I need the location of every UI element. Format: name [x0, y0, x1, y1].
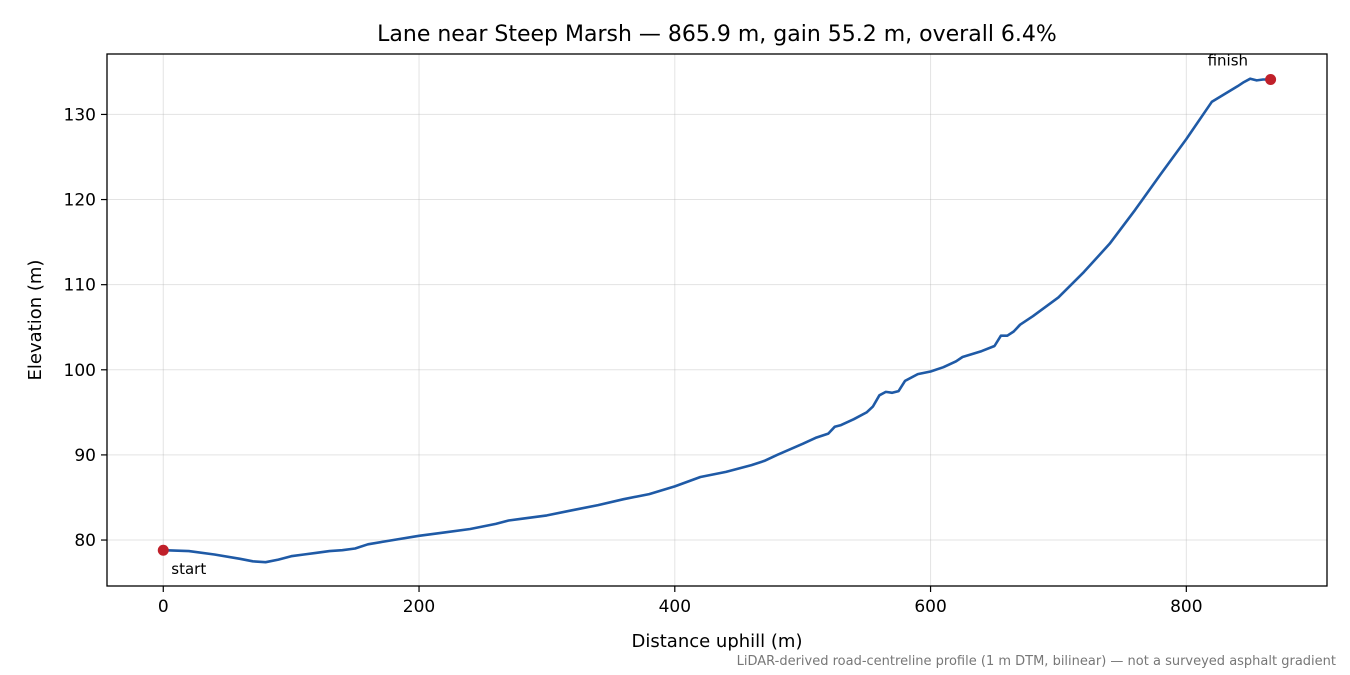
- marker-finish: [1265, 74, 1277, 86]
- x-tick-label: 600: [914, 597, 946, 617]
- y-tick-label: 90: [74, 446, 96, 466]
- y-tick-label: 100: [64, 361, 96, 381]
- annotation-finish: finish: [1208, 52, 1248, 70]
- marker-start: [157, 544, 169, 556]
- y-axis-ticks: 80 90 100 110 120 130: [64, 105, 107, 551]
- chart-title: Lane near Steep Marsh — 865.9 m, gain 55…: [377, 22, 1057, 47]
- x-tick-label: 800: [1170, 597, 1202, 617]
- plot-area: start finish: [157, 52, 1277, 578]
- y-tick-label: 80: [74, 531, 96, 551]
- annotation-start: start: [171, 560, 206, 578]
- x-tick-label: 0: [158, 597, 169, 617]
- y-tick-label: 110: [64, 276, 96, 296]
- elevation-profile-line: [162, 77, 1272, 564]
- footnote: LiDAR-derived road-centreline profile (1…: [737, 654, 1336, 669]
- x-axis-label: Distance uphill (m): [632, 631, 803, 652]
- plot-frame: [106, 53, 1328, 587]
- y-tick-label: 130: [64, 105, 96, 125]
- x-axis-ticks: 0 200 400 600 800: [158, 586, 1203, 617]
- y-axis-label: Elevation (m): [25, 260, 46, 381]
- x-tick-label: 200: [403, 597, 435, 617]
- x-tick-label: 400: [659, 597, 691, 617]
- endpoint-markers: start finish: [157, 52, 1277, 578]
- y-tick-label: 120: [64, 191, 96, 211]
- grid-lines: [107, 54, 1327, 586]
